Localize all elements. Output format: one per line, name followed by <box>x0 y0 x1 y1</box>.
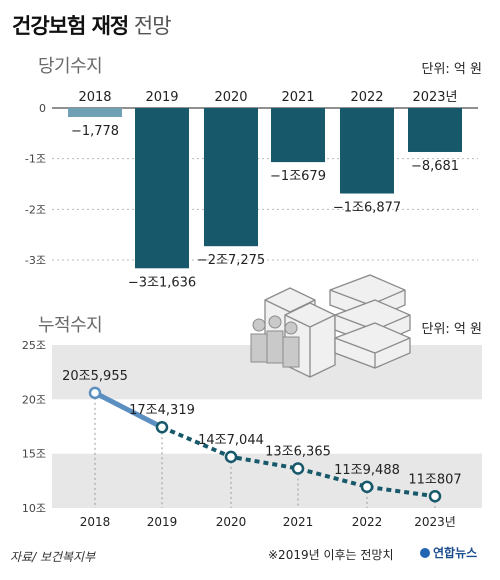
data-label: −1,778 <box>71 124 119 139</box>
bar <box>135 108 189 269</box>
y-tick-label: 0 <box>39 102 46 115</box>
y-tick-label: 15조 <box>22 448 46 461</box>
data-label: 11조9,488 <box>334 463 400 478</box>
x-tick-label: 2022 <box>350 90 383 105</box>
title-sub: 전망 <box>133 14 172 38</box>
y-tick-label: -1조 <box>25 153 46 166</box>
data-label: 13조6,365 <box>265 444 331 459</box>
forecast-note: ※2019년 이후는 전망치 <box>268 548 394 562</box>
bar <box>340 108 394 194</box>
section-label-cumulative-balance: 누적수지 <box>38 315 103 336</box>
people-and-money-stacks-icon <box>250 274 411 378</box>
x-tick-label: 2021 <box>281 90 314 105</box>
x-tick-label: 2018 <box>80 515 111 529</box>
source-credit: 자료/ 보건복지부 <box>10 550 96 564</box>
bar <box>408 108 462 152</box>
data-point <box>155 420 169 434</box>
data-point <box>428 490 442 503</box>
y-tick-label: 20조 <box>22 393 46 406</box>
data-label: −3조1,636 <box>128 275 196 290</box>
unit-label-bottom: 단위: 억 원 <box>421 322 483 337</box>
bar <box>204 108 258 247</box>
x-tick-label: 2019 <box>145 90 178 105</box>
x-tick-label: 2018 <box>78 90 111 105</box>
data-label: 20조5,955 <box>62 369 128 384</box>
bar <box>68 108 122 118</box>
bar <box>271 108 325 163</box>
x-tick-label: 2023년 <box>412 90 457 105</box>
data-point <box>88 386 102 400</box>
section-label-current-balance: 당기수지 <box>38 56 103 77</box>
logo-icon <box>420 548 430 558</box>
bar-chart: 0 -1조 -2조 -3조 2018 −1,778 2019 −3조1,636 2020 −2조7… <box>25 90 478 290</box>
x-tick-label: 2019 <box>147 515 178 529</box>
data-label: −8,681 <box>411 159 459 174</box>
x-tick-label: 2020 <box>216 515 247 529</box>
x-tick-label: 2020 <box>214 90 247 105</box>
x-tick-label: 2022 <box>352 515 383 529</box>
page-title: 건강보험 재정 전망 <box>12 10 172 40</box>
x-tick-label: 2021 <box>283 515 314 529</box>
data-point <box>291 462 305 475</box>
title-main: 건강보험 재정 <box>12 14 129 38</box>
series-line-forecast <box>161 425 436 499</box>
data-point <box>224 450 238 464</box>
data-label: 14조7,044 <box>198 433 264 448</box>
data-label: −1조679 <box>270 169 326 184</box>
data-label: 17조4,319 <box>129 403 195 418</box>
data-label: 11조807 <box>408 472 461 487</box>
publisher-logo: 연합뉴스 <box>420 544 477 561</box>
unit-label-top: 단위: 억 원 <box>421 62 483 77</box>
y-tick-label: -2조 <box>25 203 46 216</box>
series-line-actual <box>93 390 164 430</box>
y-tick-label: -3조 <box>25 254 46 267</box>
logo-text: 연합뉴스 <box>433 546 478 560</box>
data-label: −1조6,877 <box>333 201 401 216</box>
y-tick-label: 10조 <box>22 502 46 515</box>
data-point <box>360 480 374 494</box>
data-label: −2조7,275 <box>197 253 265 268</box>
y-tick-label: 25조 <box>22 339 46 352</box>
x-tick-label: 2023년 <box>414 515 456 529</box>
